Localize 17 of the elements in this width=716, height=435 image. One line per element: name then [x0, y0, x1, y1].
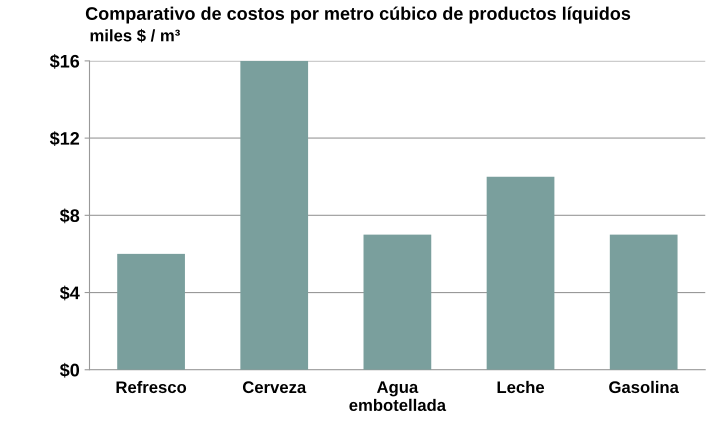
bar — [364, 234, 432, 370]
y-tick-label: $12 — [50, 131, 80, 146]
bar — [240, 60, 308, 370]
bar — [486, 176, 554, 370]
y-tick-label: $4 — [60, 286, 80, 300]
y-tick-label: $8 — [60, 208, 80, 224]
bar — [117, 254, 185, 370]
bar — [610, 234, 678, 370]
x-tick-label: Cerveza — [242, 381, 306, 394]
x-tick-label: Gasolina — [609, 380, 679, 394]
x-tick-label: Refresco — [116, 380, 186, 394]
chart-title: Comparativo de costos por metro cúbico de productos líquidos — [86, 6, 630, 24]
y-tick-label: $0 — [60, 362, 80, 378]
x-tick-label: Leche — [498, 380, 544, 394]
y-axis-title: miles $ / m³ — [90, 28, 180, 43]
y-tick-label: $16 — [50, 54, 80, 69]
x-tick-label: Agua embotellada — [349, 381, 446, 412]
